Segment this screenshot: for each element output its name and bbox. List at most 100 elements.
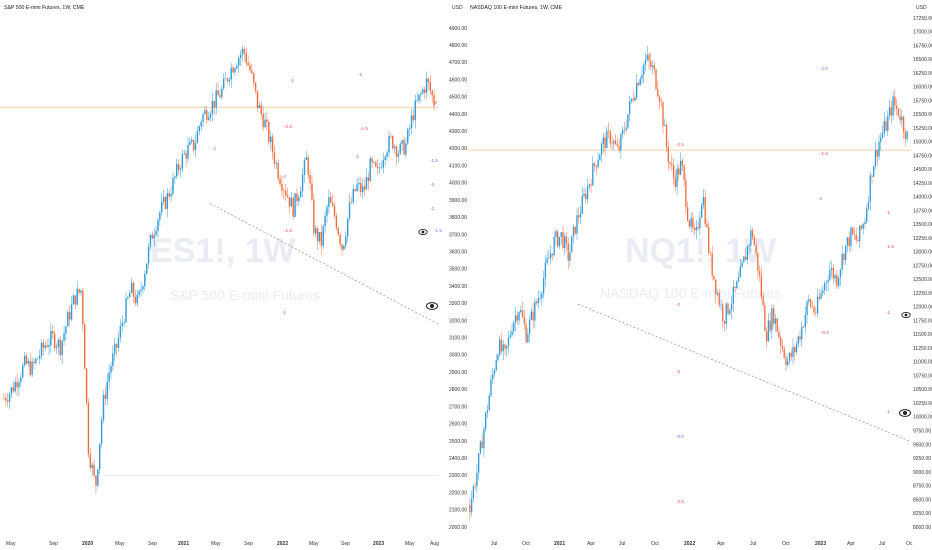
nq-candle xyxy=(816,288,819,318)
nq-candle xyxy=(623,122,626,135)
nq-price-tick: 14500.00 xyxy=(913,167,932,173)
nq-time-axis[interactable]: Jul Oct 2021 Apr Jul Oct 2022 Apr Jul Oct 2023 Apr J… xyxy=(491,541,913,547)
es-time-axis[interactable]: May Sep 2020 May Sep 2021 May Sep 2022 May Sep 2023… xyxy=(6,541,439,547)
nq-candle xyxy=(665,121,668,153)
nq-annotations: -2.5 -1.5 -2 -1 -0.5 -1 -1.5 -2 -1.5 -2.5 -1 -0.5 -1… xyxy=(676,66,894,504)
nq-candle xyxy=(571,236,573,253)
es-candle xyxy=(311,175,313,202)
es-candle xyxy=(48,338,50,355)
es-candle xyxy=(234,66,236,76)
nq-candle xyxy=(569,243,571,266)
es-candle xyxy=(168,189,170,200)
nq-candle xyxy=(679,152,682,176)
es-candle xyxy=(384,154,386,166)
es-candle xyxy=(425,71,428,100)
es-candle xyxy=(40,339,43,360)
eye-icon[interactable] xyxy=(418,228,428,236)
es-candle xyxy=(119,318,122,343)
nq-annotation: -2 xyxy=(818,196,823,201)
es-candle xyxy=(390,132,392,139)
es-candle xyxy=(226,77,229,85)
nq-candle xyxy=(825,280,828,292)
nq-candle xyxy=(837,276,840,289)
es-candle xyxy=(177,159,180,175)
es-candle xyxy=(309,169,311,191)
nq-candle xyxy=(553,231,555,257)
nq-candle xyxy=(609,129,612,148)
nq-annotation: -1.5 xyxy=(820,151,828,156)
es-candle xyxy=(318,231,321,245)
nq-candle xyxy=(722,301,724,328)
es-candle xyxy=(403,136,405,156)
es-candle xyxy=(294,193,296,218)
es-candle xyxy=(217,82,219,96)
nq-candle xyxy=(660,97,662,108)
es-candle xyxy=(65,325,67,341)
nq-candle xyxy=(778,327,780,340)
es-time-tick: May xyxy=(211,541,221,547)
nq-candle xyxy=(844,245,847,265)
es-candle xyxy=(207,111,210,121)
es-price-tick: 4700.00 xyxy=(449,60,467,66)
es-candle xyxy=(12,381,15,393)
es-candle xyxy=(63,325,65,347)
nq-annotation: -1.5 xyxy=(820,66,828,71)
nq-candle xyxy=(888,99,891,120)
nq-candle xyxy=(751,227,754,241)
nq-candle xyxy=(762,292,764,309)
es-candle xyxy=(222,73,225,90)
es-candle xyxy=(358,176,360,193)
nq-time-tick: 2021 xyxy=(554,541,565,547)
es-candle xyxy=(239,50,242,66)
es-candle xyxy=(38,349,41,365)
nq-price-tick: 11250.00 xyxy=(913,346,932,352)
es-candle xyxy=(211,92,214,122)
eye-icon[interactable] xyxy=(426,302,438,310)
nq-candle xyxy=(555,229,557,246)
es-candle xyxy=(104,386,107,405)
es-price-tick: 2900.00 xyxy=(449,370,467,376)
nq-candle xyxy=(537,290,540,309)
nq-price-axis[interactable]: 17250.00 17000.00 16750.00 16500.00 16250.00… xyxy=(913,16,932,531)
es-price-tick: 4200.00 xyxy=(449,146,467,152)
es-candle xyxy=(405,137,407,159)
nq-candle xyxy=(760,266,763,301)
eye-icon[interactable] xyxy=(899,409,911,417)
nq-candle xyxy=(859,225,861,249)
es-candle xyxy=(303,157,306,183)
nq-candle xyxy=(597,151,599,169)
nq-price-tick: 10750.00 xyxy=(913,373,932,379)
eye-icon[interactable] xyxy=(901,311,911,319)
nq-candle xyxy=(627,114,629,130)
nq-candle xyxy=(646,46,648,62)
nq-chart-title: NASDAQ 100 E-mini Futures, 1W, CME xyxy=(470,5,562,11)
es-candle xyxy=(181,149,184,174)
es-candle xyxy=(70,296,73,322)
es-candle xyxy=(114,338,116,361)
nq-candle xyxy=(904,127,907,147)
nq-candle xyxy=(830,260,833,278)
es-candle xyxy=(271,133,274,160)
es-candle xyxy=(85,367,88,407)
nq-candle xyxy=(472,483,475,503)
nq-candle xyxy=(690,212,692,233)
nq-candle xyxy=(686,201,689,222)
es-annotation: -2 xyxy=(433,100,438,105)
nq-candle xyxy=(625,119,627,133)
es-candle xyxy=(414,94,416,129)
es-candle xyxy=(149,234,152,251)
es-candle xyxy=(249,61,251,73)
nq-candle xyxy=(557,229,559,248)
es-price-axis[interactable]: 4900.00 4800.00 4700.00 4600.00 4500.00 4400.… xyxy=(449,26,467,531)
nq-candle xyxy=(511,323,513,338)
es-candle xyxy=(196,126,199,144)
es-price-tick: 4500.00 xyxy=(449,95,467,101)
nq-candle xyxy=(532,303,534,329)
nq-price-tick: 16250.00 xyxy=(913,71,932,77)
nq-candle xyxy=(806,299,808,324)
nq-candle xyxy=(866,204,868,224)
nq-candle xyxy=(549,245,552,265)
es-candle xyxy=(142,284,144,294)
